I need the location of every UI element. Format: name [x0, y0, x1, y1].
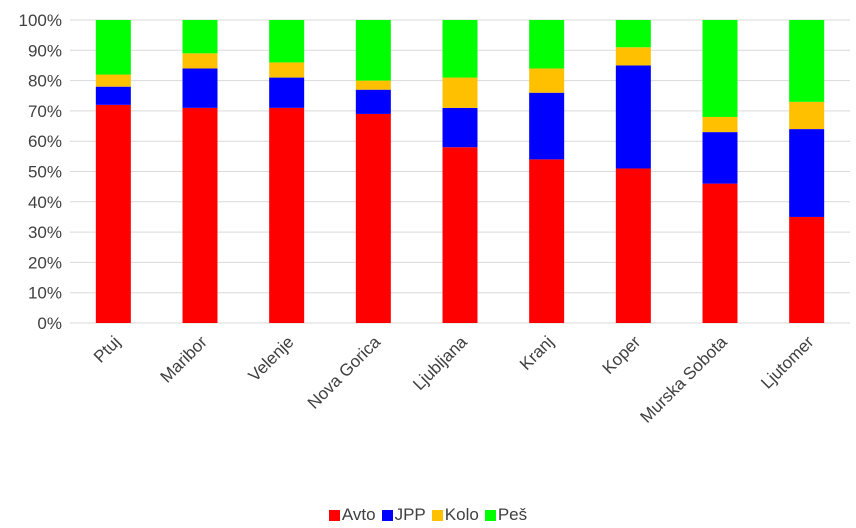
legend-label: JPP — [394, 505, 426, 524]
legend-swatch — [381, 509, 393, 521]
y-tick-label: 30% — [28, 223, 62, 242]
bar-segment-kolo-6 — [615, 47, 651, 66]
bar-segment-pe-6 — [615, 20, 651, 48]
bar-segment-avto-3 — [355, 113, 391, 324]
y-tick-label: 60% — [28, 132, 62, 151]
bar-segment-pe-2 — [269, 20, 305, 63]
x-category-label: Ljutomer — [757, 332, 817, 392]
x-category-label: Kranj — [516, 332, 557, 373]
bar-segment-avto-8 — [789, 216, 825, 323]
legend-swatch — [431, 509, 443, 521]
bar-segment-jpp-4 — [442, 107, 478, 148]
y-tick-label: 70% — [28, 102, 62, 121]
y-tick-label: 80% — [28, 72, 62, 91]
bar-segment-jpp-3 — [355, 89, 391, 114]
bar-segment-pe-0 — [95, 20, 131, 75]
y-tick-label: 10% — [28, 284, 62, 303]
legend-item: Peš — [484, 505, 528, 525]
bar-segment-jpp-0 — [95, 86, 131, 105]
y-tick-label: 100% — [19, 11, 62, 30]
x-category-label: Ljubljana — [409, 332, 471, 394]
legend-label: Peš — [497, 505, 528, 524]
bar-segment-jpp-7 — [702, 132, 738, 184]
bar-segment-kolo-4 — [442, 77, 478, 108]
legend-label: Avto — [341, 505, 376, 524]
legend: Avto JPP Kolo Peš — [0, 505, 856, 525]
bar-segment-avto-5 — [529, 159, 565, 323]
legend-swatch — [484, 509, 496, 521]
bar-segment-pe-5 — [529, 20, 565, 69]
legend-item: Avto — [328, 505, 376, 525]
y-tick-label: 20% — [28, 253, 62, 272]
x-category-label: Koper — [599, 332, 645, 378]
bar-segment-pe-3 — [355, 20, 391, 81]
bar-segment-kolo-5 — [529, 68, 565, 93]
x-category-label: Velenje — [245, 332, 298, 385]
legend-label: Kolo — [444, 505, 479, 524]
bar-segment-pe-8 — [789, 20, 825, 102]
bar-segment-kolo-0 — [95, 74, 131, 87]
bar-segment-pe-1 — [182, 20, 218, 54]
x-category-label: Maribor — [157, 332, 211, 386]
bar-segment-kolo-8 — [789, 101, 825, 130]
legend-swatch — [328, 509, 340, 521]
bar-segment-avto-1 — [182, 107, 218, 324]
y-tick-label: 50% — [28, 163, 62, 182]
y-tick-label: 0% — [37, 314, 62, 333]
bar-segment-kolo-1 — [182, 53, 218, 69]
bar-segment-pe-7 — [702, 20, 738, 117]
bar-segment-avto-6 — [615, 168, 651, 323]
bar-segment-jpp-1 — [182, 68, 218, 108]
y-tick-label: 90% — [28, 41, 62, 60]
stacked-bar-chart: 0% 10% 20% 30% 40% 50% 60% 70% 80% 90% 100% Ptuj Mar… — [19, 11, 850, 427]
bar-segment-jpp-5 — [529, 92, 565, 160]
x-category-label: Murska Sobota — [637, 332, 732, 427]
y-tick-label: 40% — [28, 193, 62, 212]
bar-segment-jpp-2 — [269, 77, 305, 108]
legend-item: Kolo — [431, 505, 479, 525]
bar-segment-jpp-6 — [615, 65, 651, 169]
bar-segment-pe-4 — [442, 20, 478, 78]
bar-segment-kolo-7 — [702, 116, 738, 133]
legend-item: JPP — [381, 505, 426, 525]
x-category-label: Nova Gorica — [304, 332, 385, 413]
bar-segment-avto-0 — [95, 104, 131, 323]
bar-segment-avto-4 — [442, 147, 478, 323]
x-category-label: Ptuj — [90, 332, 124, 366]
bar-segment-avto-7 — [702, 183, 738, 323]
bar-segment-avto-2 — [269, 107, 305, 324]
bar-segment-jpp-8 — [789, 129, 825, 217]
bar-segment-kolo-2 — [269, 62, 305, 78]
bar-segment-kolo-3 — [355, 80, 391, 90]
